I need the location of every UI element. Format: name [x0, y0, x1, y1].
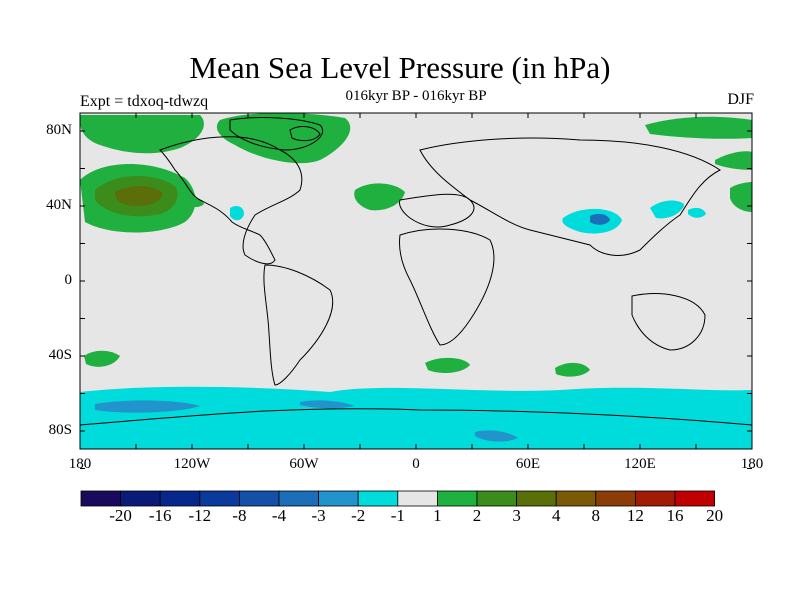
experiment-label: Expt = tdxoq-tdwzq [80, 93, 209, 110]
colorbar-label: 12 [626, 506, 644, 525]
southern-ocean-negative-band [80, 386, 752, 449]
colorbar-swatch [595, 490, 636, 507]
y-tick-80n: 80N [46, 122, 72, 138]
east-asia-positive-patch [730, 182, 752, 212]
colorbar-swatch [159, 490, 201, 507]
colorbar-swatch [199, 490, 240, 507]
coastlines [79, 117, 753, 426]
colorbar-label: -20 [109, 506, 132, 525]
colorbar-label: -1 [390, 506, 405, 525]
y-tick-40s: 40S [48, 347, 72, 363]
x-tick-0: 0 [412, 456, 420, 472]
y-tick-40n: 40N [46, 197, 72, 213]
south-indian-positive-patch [555, 362, 590, 377]
map-title: Mean Sea Level Pressure (in hPa) [189, 50, 611, 85]
x-tick-60w: 60W [289, 456, 319, 472]
colorbar-label: -12 [188, 506, 212, 525]
season-label: DJF [727, 91, 754, 108]
colorbar-label: 8 [591, 506, 601, 525]
arctic-positive-patch-4 [715, 151, 752, 170]
south-pacific-positive-patch [84, 350, 120, 367]
colorbar-swatch [318, 490, 359, 507]
west-atlantic-negative-anomaly [230, 206, 244, 221]
arctic-positive-patch-3 [645, 116, 752, 139]
colorbar-swatch [476, 490, 517, 507]
y-tick-80s: 80S [48, 422, 72, 438]
south-atlantic-positive-patch [425, 357, 470, 373]
central-asia-negative-core [590, 213, 610, 225]
colorbar-swatch [357, 490, 399, 507]
y-tick-0: 0 [64, 272, 73, 288]
colorbar-label: 16 [666, 506, 684, 525]
colorbar-label: -4 [271, 506, 287, 525]
arctic-positive-patch-1 [80, 115, 204, 154]
colorbar-label: 4 [551, 506, 561, 525]
colorbar-swatch [238, 490, 280, 507]
x-tick-120w: 120W [173, 456, 211, 472]
axis-ticks [79, 113, 753, 469]
colorbar-label: -2 [351, 506, 366, 525]
colorbar-swatch [80, 490, 121, 507]
map-subtitle: 016kyr BP - 016kyr BP [345, 88, 487, 104]
southern-ocean-mid-negative-1 [95, 400, 200, 413]
colorbar-swatch [635, 490, 676, 507]
colorbar-label: 2 [472, 506, 482, 525]
x-tick-180w: 180 [68, 456, 92, 472]
x-tick-120e: 120E [624, 456, 656, 472]
arctic-positive-patch-2 [216, 113, 351, 164]
colorbar-swatch [397, 490, 438, 507]
colorbar-swatch [436, 490, 478, 507]
colorbar-swatch [278, 490, 319, 507]
colorbar-swatch [674, 490, 715, 507]
colorbar-label: 3 [512, 506, 521, 525]
north-pacific-core-positive [114, 186, 163, 206]
north-atlantic-positive-patch [354, 183, 405, 211]
colorbar-swatch [516, 490, 557, 507]
colorbar-label: -8 [232, 506, 247, 525]
x-tick-180e: 180 [740, 456, 764, 472]
colorbar-swatch [555, 490, 597, 507]
colorbar-label: 1 [433, 506, 442, 525]
x-tick-60e: 60E [515, 456, 541, 472]
southern-ocean-mid-negative-2 [475, 430, 518, 442]
southern-ocean-mid-negative-3 [300, 400, 355, 409]
colorbar-label: 20 [706, 506, 724, 525]
colorbar [80, 490, 715, 507]
colorbar-swatch [120, 490, 161, 507]
colorbar-label: -3 [311, 506, 326, 525]
colorbar-label: -16 [148, 506, 172, 525]
japan-negative-anomaly [650, 200, 706, 219]
